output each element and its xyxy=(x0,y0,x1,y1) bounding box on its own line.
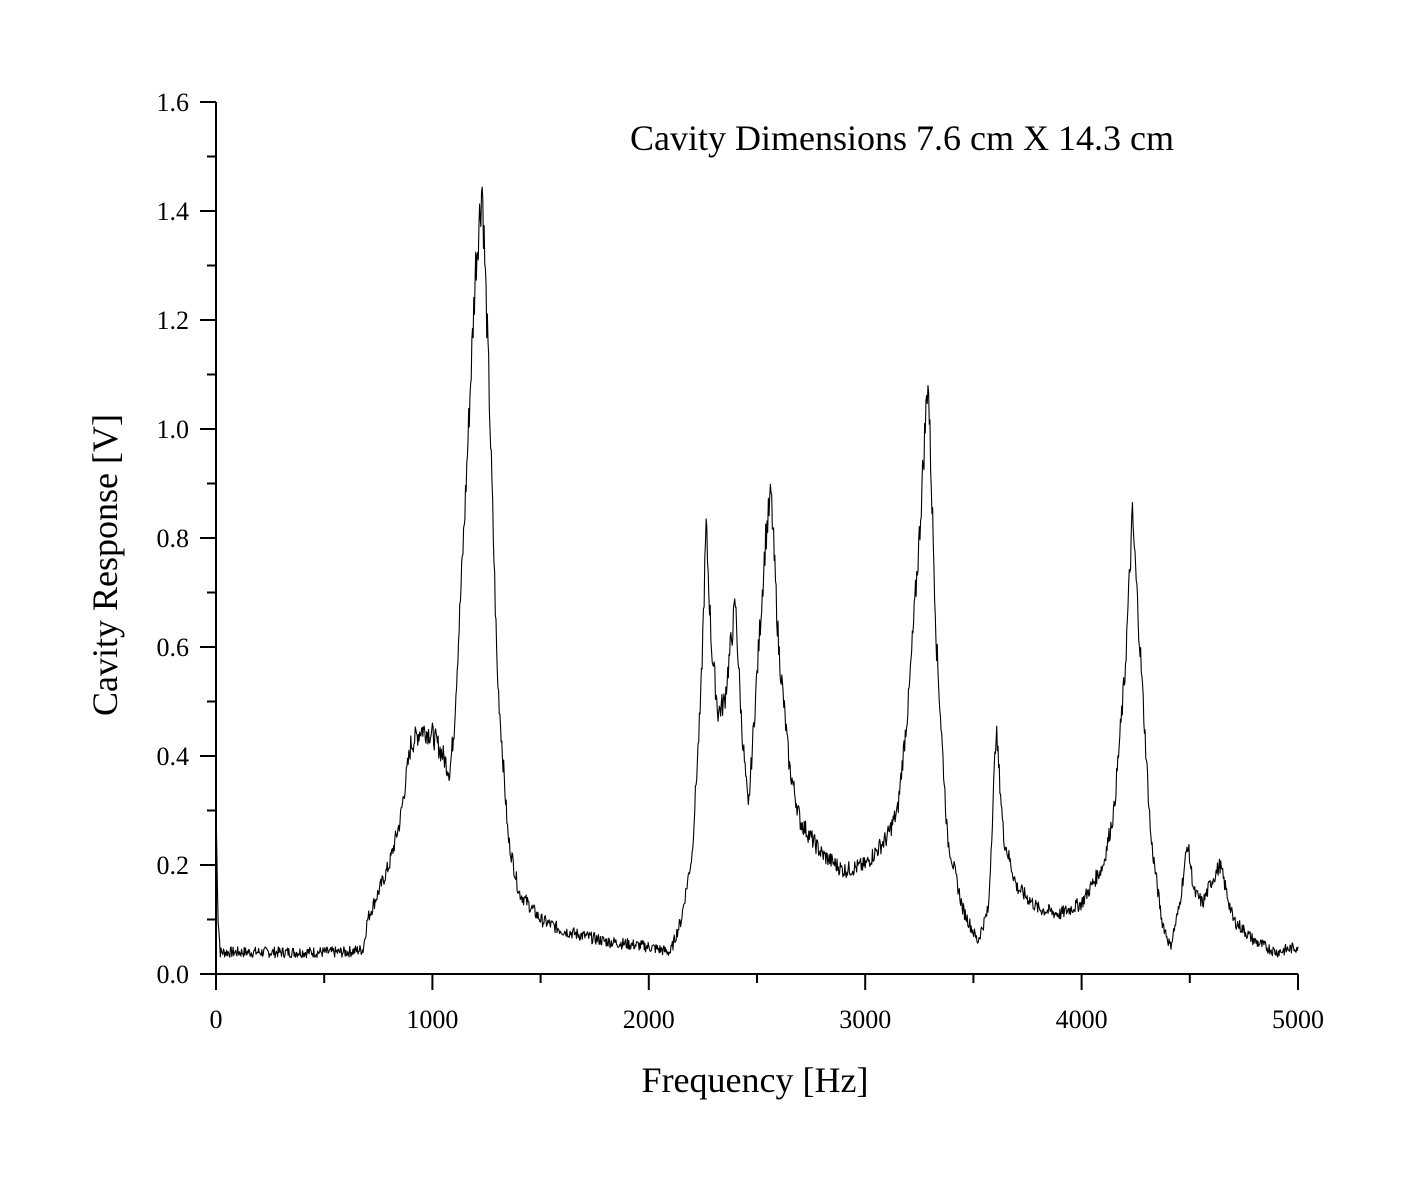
y-tick-label: 1.2 xyxy=(157,306,190,335)
x-axis-title: Frequency [Hz] xyxy=(642,1060,869,1100)
y-tick-label: 0.4 xyxy=(157,742,190,771)
x-tick-label: 1000 xyxy=(406,1005,458,1034)
y-tick-label: 0.6 xyxy=(157,633,190,662)
x-tick-label: 3000 xyxy=(839,1005,891,1034)
x-tick-label: 0 xyxy=(210,1005,223,1034)
y-tick-label: 0.2 xyxy=(157,851,190,880)
y-tick-label: 1.0 xyxy=(157,415,190,444)
y-axis: 0.0 0.2 0.4 0.6 0.8 1.0 1.2 1.4 1.6 xyxy=(157,88,217,989)
chart-annotation: Cavity Dimensions 7.6 cm X 14.3 cm xyxy=(630,118,1174,158)
plot-area xyxy=(215,186,1299,959)
y-axis-title: Cavity Response [V] xyxy=(85,414,125,716)
x-tick-label: 2000 xyxy=(623,1005,675,1034)
x-tick-label: 5000 xyxy=(1272,1005,1324,1034)
y-tick-label: 0.0 xyxy=(157,960,190,989)
y-tick-label: 1.4 xyxy=(157,197,190,226)
x-axis: 0 1000 2000 3000 4000 5000 xyxy=(210,973,1324,1034)
series-line xyxy=(215,186,1299,959)
y-tick-label: 0.8 xyxy=(157,524,190,553)
x-tick-label: 4000 xyxy=(1056,1005,1108,1034)
y-tick-label: 1.6 xyxy=(157,88,190,117)
